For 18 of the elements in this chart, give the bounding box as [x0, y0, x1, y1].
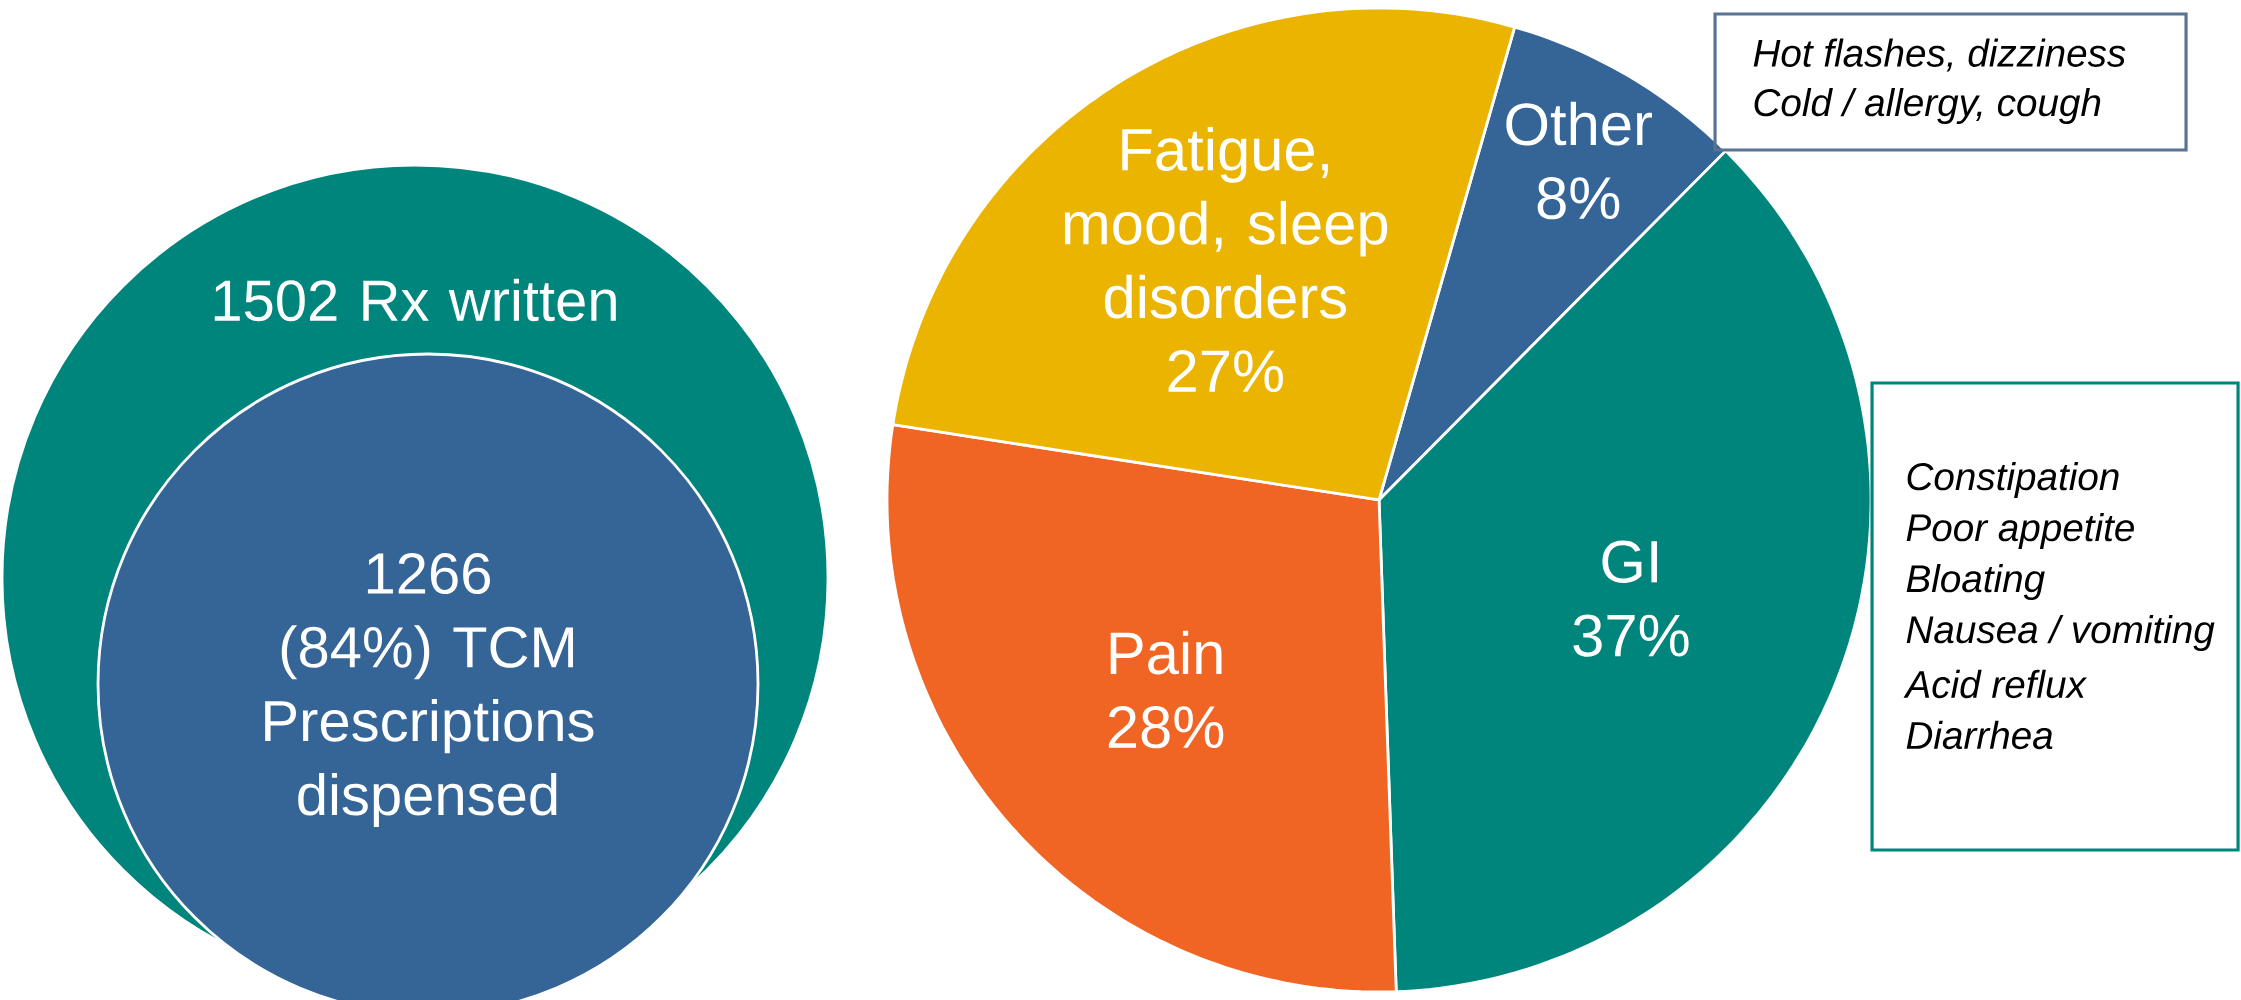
slice-label: Fatigue, mood, sleep disorders: [1064, 127, 1388, 319]
data-label: 37%: [1573, 614, 1689, 657]
text: Bloating: [1906, 563, 2045, 600]
slice-label: GI: [1602, 540, 1657, 583]
category-label: 1266 (84%) TCM Prescriptions dispensed: [265, 552, 594, 827]
text: Diarrhea: [1906, 720, 2053, 750]
category-label: 1502 Rx written: [214, 278, 616, 322]
text: Hot flashes, dizziness: [1753, 38, 2126, 72]
data-label: 28%: [1108, 706, 1224, 749]
data-label: 27%: [1168, 350, 1283, 393]
text: Cold / allergy, cough: [1754, 87, 2101, 124]
text: Poor appetite: [1906, 512, 2134, 549]
slice-label: Pain: [1110, 630, 1222, 675]
text: Constipation: [1907, 461, 2119, 498]
text: Nausea / vomiting: [1906, 614, 2215, 651]
data-label: 8%: [1537, 177, 1620, 220]
text: Acid reflux: [1903, 669, 2088, 699]
slice-label: Other: [1506, 101, 1652, 146]
